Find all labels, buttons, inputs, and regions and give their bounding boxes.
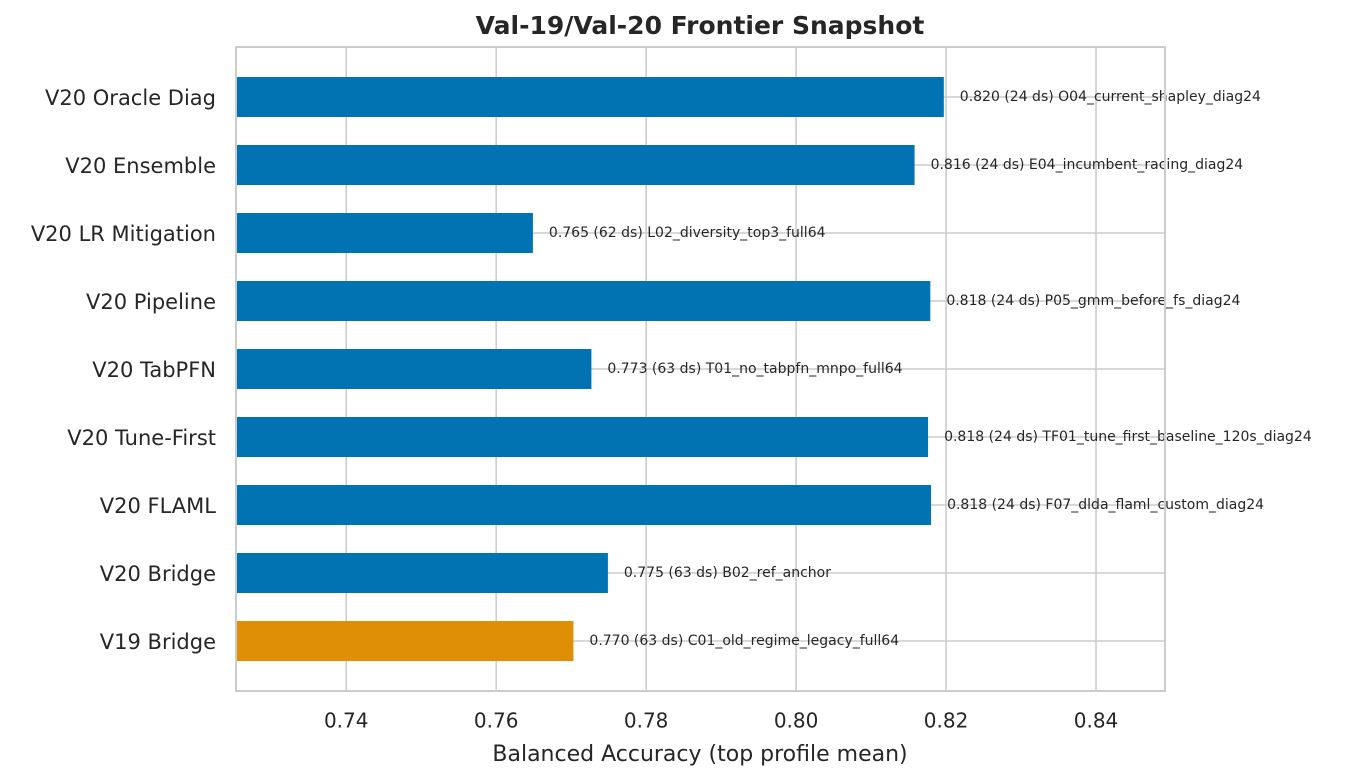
bar [236, 417, 929, 457]
bar [236, 621, 574, 661]
x-tick-label: 0.78 [624, 709, 669, 733]
bar [236, 213, 533, 253]
bar [236, 349, 592, 389]
x-tick-label: 0.76 [474, 709, 519, 733]
value-label: 0.775 (63 ds) B02_ref_anchor [624, 565, 831, 581]
value-label: 0.818 (24 ds) TF01_tune_first_baseline_1… [944, 429, 1312, 445]
bar [236, 145, 915, 185]
bar [236, 77, 944, 117]
x-tick-label: 0.80 [774, 709, 819, 733]
x-tick-label: 0.84 [1074, 709, 1119, 733]
y-tick-label: V19 Bridge [100, 630, 216, 654]
value-label: 0.770 (63 ds) C01_old_regime_legacy_full… [589, 633, 899, 649]
value-label: 0.820 (24 ds) O04_current_shapley_diag24 [960, 89, 1261, 105]
value-label: 0.818 (24 ds) P05_gmm_before_fs_diag24 [946, 293, 1240, 309]
y-tick-label: V20 Oracle Diag [45, 86, 216, 110]
y-tick-label: V20 Tune-First [67, 426, 216, 450]
x-tick-label: 0.74 [324, 709, 369, 733]
x-axis-label: Balanced Accuracy (top profile mean) [492, 742, 907, 767]
value-label: 0.816 (24 ds) E04_incumbent_racing_diag2… [931, 157, 1244, 173]
value-label: 0.818 (24 ds) F07_dlda_flaml_custom_diag… [947, 497, 1264, 513]
value-label: 0.765 (62 ds) L02_diversity_top3_full64 [549, 225, 826, 241]
y-tick-label: V20 FLAML [100, 494, 217, 518]
y-tick-label: V20 Ensemble [65, 154, 216, 178]
x-tick-label: 0.82 [924, 709, 969, 733]
plot-frame [235, 46, 1166, 692]
bar [236, 281, 931, 321]
y-tick-label: V20 TabPFN [92, 358, 216, 382]
bar [236, 553, 608, 593]
y-tick-label: V20 Pipeline [86, 290, 216, 314]
bar [236, 485, 932, 525]
value-label: 0.773 (63 ds) T01_no_tabpfn_mnpo_full64 [607, 361, 902, 377]
y-tick-label: V20 Bridge [100, 562, 216, 586]
y-tick-label: V20 LR Mitigation [31, 222, 216, 246]
chart-title: Val-19/Val-20 Frontier Snapshot [476, 11, 925, 40]
